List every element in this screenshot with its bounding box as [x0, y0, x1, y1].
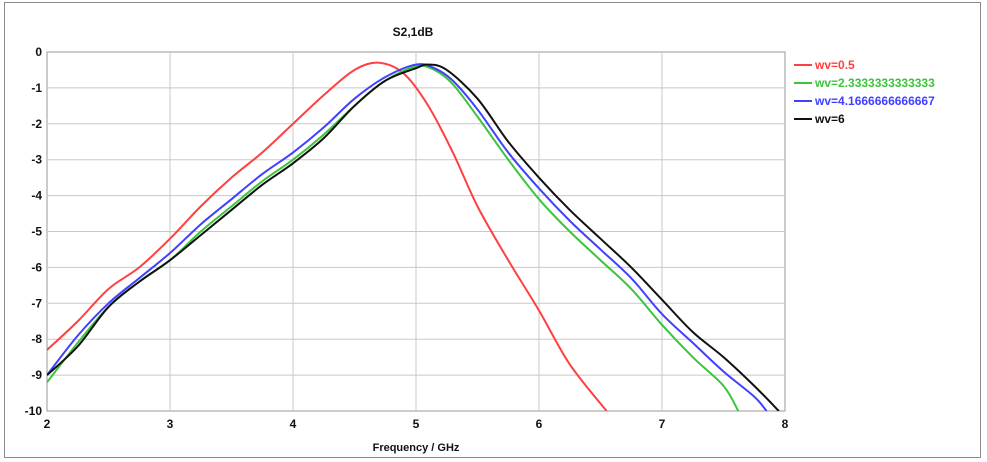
y-tick-label: -3	[31, 153, 42, 167]
y-tick-label: -8	[31, 332, 42, 346]
y-tick-label: -9	[31, 368, 42, 382]
x-tick-label: 5	[413, 417, 420, 431]
legend-label: wv=4.1666666666667	[814, 94, 935, 108]
chart-frame: 2 3 4 5 6 7 8 0 -1 -2 -3 -4 -5 -6 -7 -8 -9 -10 S2,1dB Fr…	[4, 2, 981, 458]
y-tick-label: -5	[31, 225, 42, 239]
y-tick-label: 0	[35, 45, 42, 59]
x-tick-label: 6	[536, 417, 543, 431]
series-line-4	[47, 63, 780, 411]
x-tick-labels: 2 3 4 5 6 7 8	[44, 417, 789, 431]
y-tick-label: -2	[31, 117, 42, 131]
y-tick-labels: 0 -1 -2 -3 -4 -5 -6 -7 -8 -9 -10	[25, 45, 43, 418]
series-lines	[47, 61, 780, 411]
x-tick-label: 2	[44, 417, 51, 431]
x-axis-label: Frequency / GHz	[373, 442, 460, 454]
chart-title: S2,1dB	[393, 25, 434, 39]
grid-lines	[47, 52, 785, 411]
series-line-1	[47, 61, 608, 411]
legend-label: wv=2.3333333333333	[814, 76, 935, 90]
y-tick-label: -4	[31, 189, 42, 203]
legend-label: wv=0.5	[814, 58, 855, 72]
x-tick-label: 4	[290, 417, 297, 431]
y-tick-label: -10	[25, 404, 43, 418]
y-tick-label: -6	[31, 260, 42, 274]
x-tick-label: 7	[659, 417, 666, 431]
y-tick-label: -7	[31, 296, 42, 310]
x-tick-label: 8	[782, 417, 789, 431]
y-tick-label: -1	[31, 81, 42, 95]
chart-svg: 2 3 4 5 6 7 8 0 -1 -2 -3 -4 -5 -6 -7 -8 -9 -10 S2,1dB Fr…	[25, 25, 935, 454]
legend: wv=0.5 wv=2.3333333333333 wv=4.16666666666…	[794, 58, 935, 126]
legend-label: wv=6	[814, 112, 845, 126]
x-tick-label: 3	[167, 417, 174, 431]
